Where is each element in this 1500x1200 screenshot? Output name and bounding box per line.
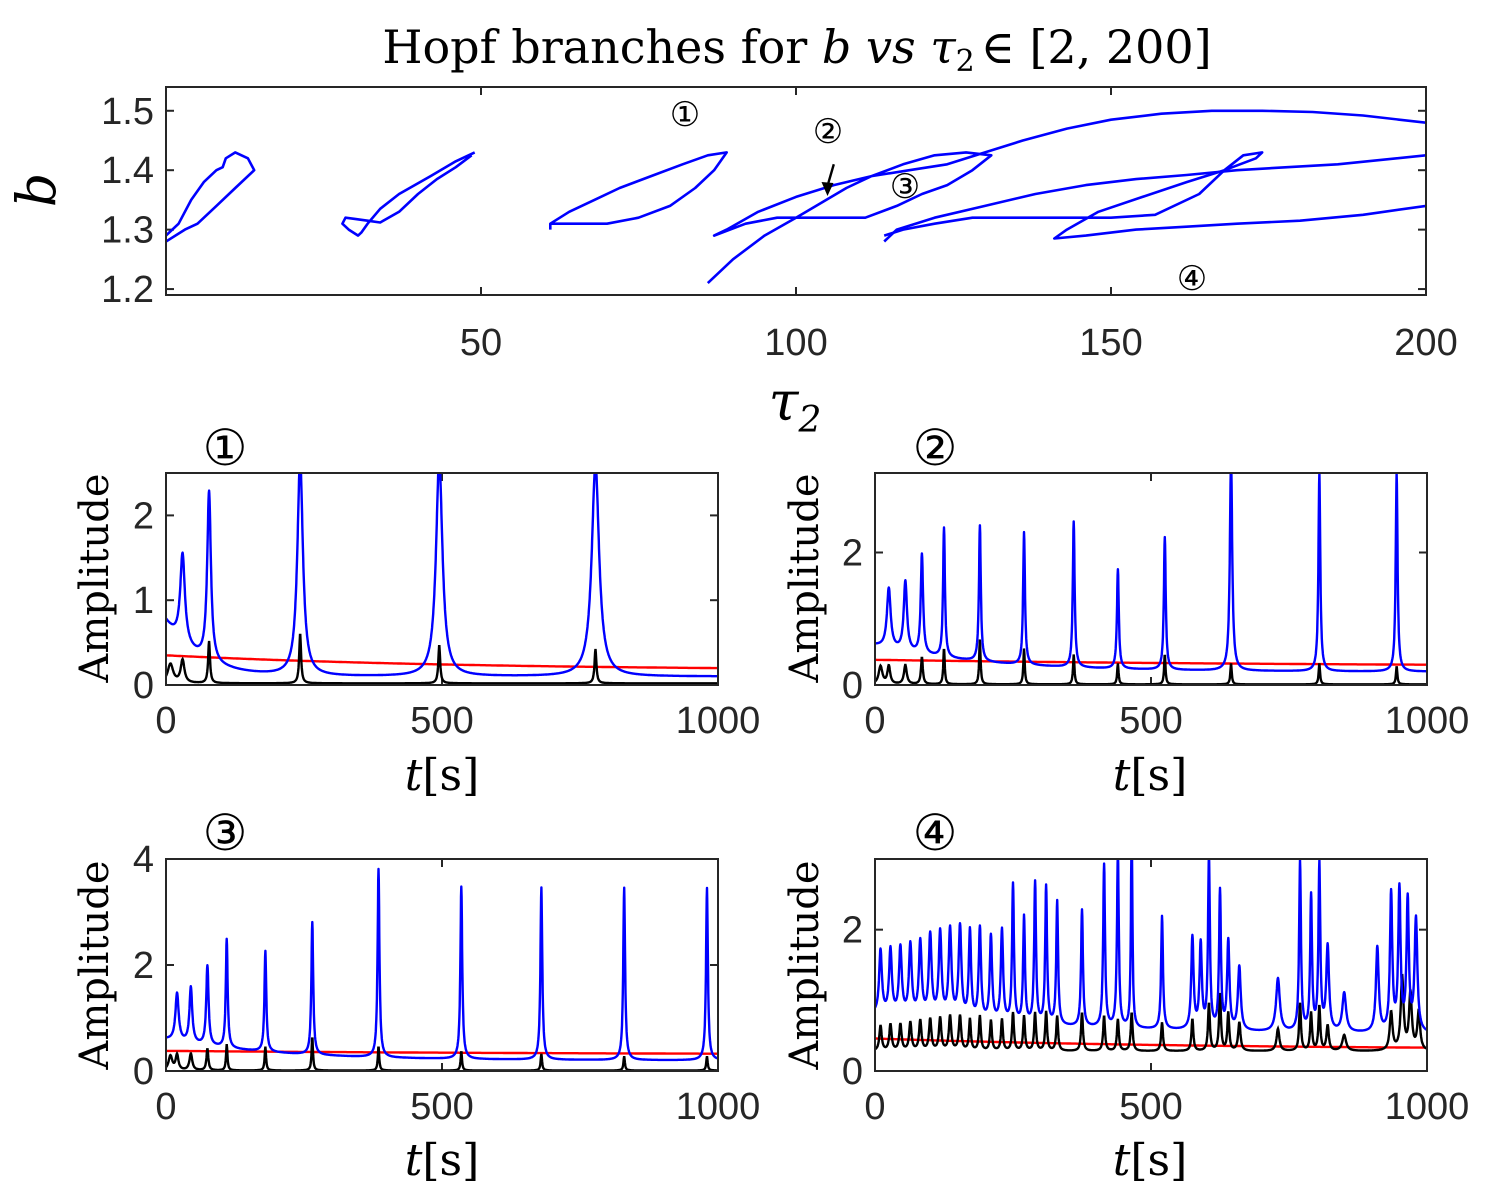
panel-2-x-label: t[s] <box>1113 750 1188 801</box>
top-branches <box>166 109 1426 285</box>
panel-4-x-tick-label: 500 <box>1119 1086 1182 1128</box>
panel-2-blue-series <box>875 473 1427 673</box>
top-y-tick-label: 1.2 <box>101 269 154 311</box>
panel-1-y-tick-label: 2 <box>133 495 154 537</box>
panel-3-x-tick-label: 0 <box>155 1086 176 1128</box>
top-y-tick-label: 1.3 <box>101 210 154 252</box>
panel-4-y-tick-label: 2 <box>842 910 863 952</box>
panel-1-blue-series <box>166 473 718 678</box>
top-x-tick-label: 100 <box>764 322 827 364</box>
panel-4-frame <box>874 858 1428 1072</box>
panel-3-x-label: t[s] <box>405 1135 480 1186</box>
arrow-head <box>821 181 834 196</box>
panel-1-y-label: Amplitude <box>72 473 118 683</box>
panel-4-blue-series <box>875 859 1427 1032</box>
panel-2-y-label: Amplitude <box>782 473 828 683</box>
panel-2-red-series <box>875 658 1427 666</box>
panel-2-y-tick-label: 0 <box>842 665 863 707</box>
panel-3-y-tick-label: 2 <box>133 945 154 987</box>
panel-2-series <box>875 473 1427 685</box>
panel-1-x-tick-label: 1000 <box>676 700 761 742</box>
panel-3-series <box>166 867 718 1071</box>
top-plot-frame <box>165 86 1427 296</box>
amplitude-plot-2: 0 500 1000 0 2 <box>842 472 1470 742</box>
hopf-branch-plot: 50 100 150 200 1.2 1.3 1.4 1.5 ① ② ③ ④ <box>101 86 1458 364</box>
panel-1-series <box>166 473 718 685</box>
panel-1-frame <box>165 472 719 686</box>
panel-4-x-label: t[s] <box>1113 1135 1188 1186</box>
hopf-branch-4 <box>706 109 1426 285</box>
hopf-branch-1 <box>166 151 256 243</box>
branch-marker-1: ① <box>670 95 700 135</box>
panel-1-red-series <box>166 654 718 670</box>
panel-3-blue-series <box>166 867 718 1062</box>
panel-4-label: ④ <box>913 804 958 862</box>
panel-2-frame <box>874 472 1428 686</box>
panel-1-y-tick-label: 1 <box>133 580 154 622</box>
panel-2-label: ② <box>913 419 958 477</box>
panel-4-x-tick-label: 1000 <box>1385 1086 1470 1128</box>
panel-3-y-tick-label: 4 <box>133 839 154 881</box>
top-x-tick-label: 50 <box>460 322 502 364</box>
panel-2-y-tick-label: 2 <box>842 533 863 575</box>
hopf-branch-5 <box>883 151 1426 240</box>
top-x-tick-label: 150 <box>1079 322 1142 364</box>
hopf-branch-2 <box>341 151 476 237</box>
branch-marker-4: ④ <box>1177 259 1207 299</box>
panel-3-x-tick-label: 1000 <box>676 1086 761 1128</box>
amplitude-plot-3: 0 500 1000 0 2 4 <box>133 839 760 1128</box>
panel-2-x-tick-label: 500 <box>1119 700 1182 742</box>
branch-marker-3: ③ <box>890 167 920 207</box>
panel-3-red-series <box>166 1049 718 1055</box>
panel-4-series <box>875 859 1427 1052</box>
panel-4-x-tick-label: 0 <box>864 1086 885 1128</box>
panel-2-x-tick-label: 0 <box>864 700 885 742</box>
panel-1-black-series <box>166 633 718 685</box>
panel-3-label: ③ <box>203 804 248 862</box>
panel-3-y-tick-label: 0 <box>133 1051 154 1093</box>
panel-1-label: ① <box>203 419 248 477</box>
panel-1-x-tick-label: 0 <box>155 700 176 742</box>
amplitude-plot-1: 0 500 1000 0 1 2 <box>133 472 761 742</box>
panel-1-x-label: t[s] <box>405 750 480 801</box>
branch-marker-2: ② <box>813 112 843 152</box>
top-x-tick-label: 200 <box>1394 322 1457 364</box>
hopf-branch-6 <box>883 154 1426 243</box>
panel-1-y-tick-label: 0 <box>133 665 154 707</box>
panel-2-x-tick-label: 1000 <box>1385 700 1470 742</box>
top-y-axis-label: b <box>5 173 68 208</box>
top-chart-title: Hopf branches for b vs τ2 ∈ [2, 200] <box>382 20 1211 79</box>
amplitude-plot-4: 0 500 1000 0 2 <box>842 858 1470 1128</box>
panel-1-x-tick-label: 500 <box>410 700 473 742</box>
panel-3-y-label: Amplitude <box>72 860 118 1070</box>
panel-4-y-tick-label: 0 <box>842 1051 863 1093</box>
panel-3-frame <box>165 858 719 1072</box>
panel-4-y-label: Amplitude <box>782 860 828 1070</box>
hopf-branch-3 <box>549 151 728 230</box>
top-x-axis-label: τ2 <box>769 370 822 441</box>
arrow-shaft <box>826 163 835 187</box>
panel-3-x-tick-label: 500 <box>410 1086 473 1128</box>
top-y-tick-label: 1.4 <box>101 150 154 192</box>
top-y-tick-label: 1.5 <box>101 91 154 133</box>
panel-4-black-series <box>875 973 1427 1052</box>
